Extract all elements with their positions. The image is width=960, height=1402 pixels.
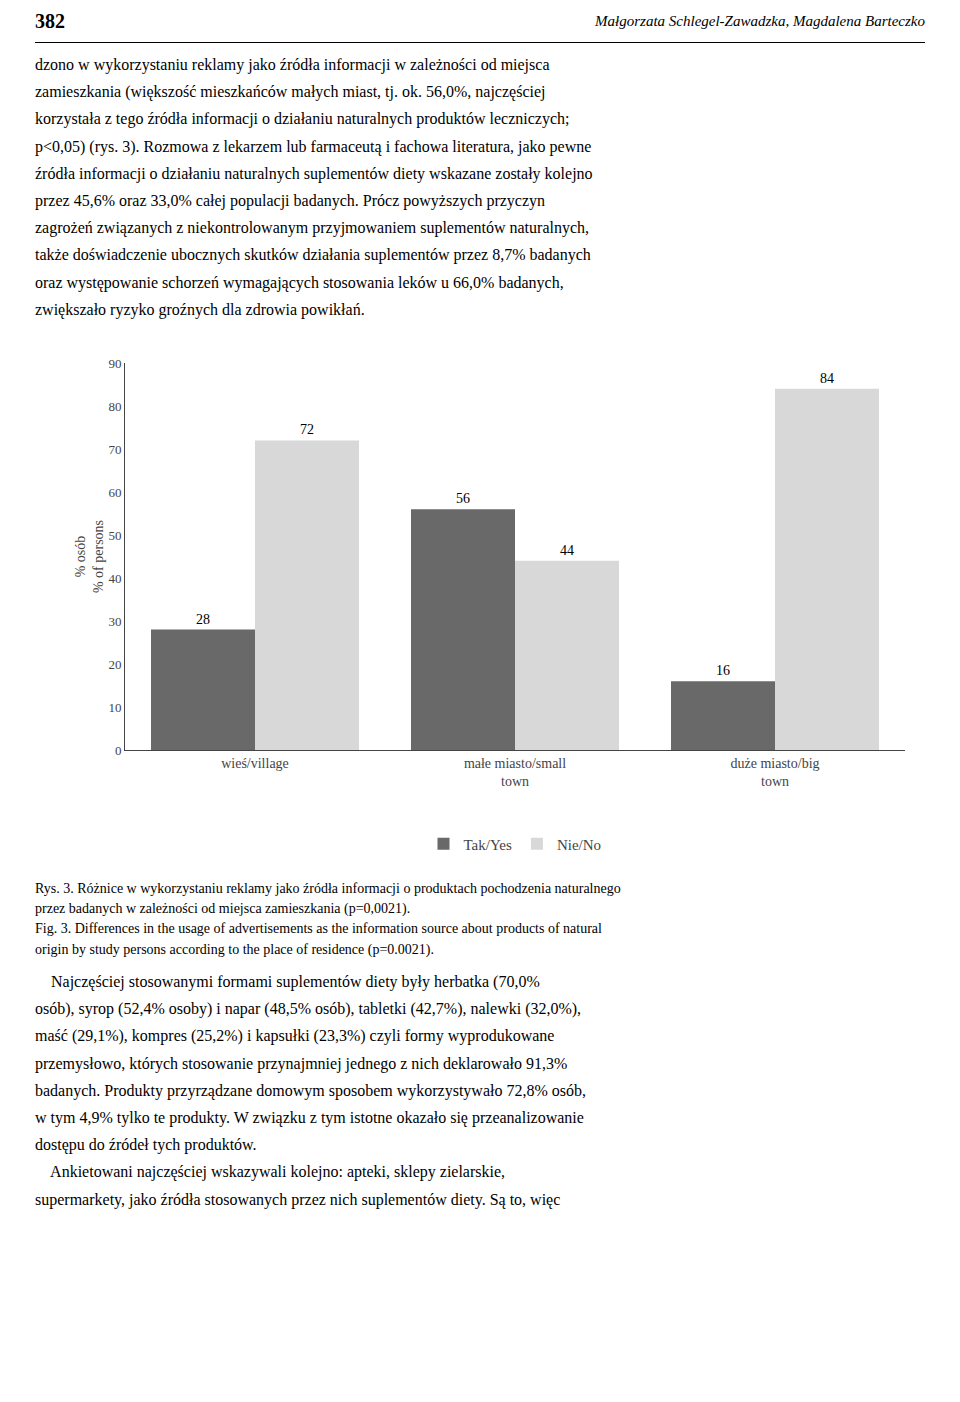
svg-text:10: 10 xyxy=(108,699,121,714)
svg-text:duże miasto/bigtown: duże miasto/bigtown xyxy=(730,756,819,789)
svg-text:0: 0 xyxy=(115,742,122,757)
svg-text:% osób% of persons: % osób% of persons xyxy=(73,520,106,593)
html-text:Najczęściej stosowanymi formam: Najczęściej stosowanymi formami suplemen… xyxy=(35,973,586,1208)
svg-text:30: 30 xyxy=(108,613,121,628)
svg-text:wieś/village: wieś/village xyxy=(221,756,289,771)
svg-text:16: 16 xyxy=(716,663,730,678)
svg-text:44: 44 xyxy=(560,543,574,558)
svg-text:60: 60 xyxy=(108,484,121,499)
svg-text:80: 80 xyxy=(108,398,121,413)
svg-text:72: 72 xyxy=(300,422,314,437)
html-text:dzono w wykorzystaniu reklamy: dzono w wykorzystaniu reklamy jako źródł… xyxy=(35,56,593,318)
svg-text:50: 50 xyxy=(108,527,121,542)
svg-text:małe miasto/smalltown: małe miasto/smalltown xyxy=(464,756,566,789)
svg-text:28: 28 xyxy=(196,611,210,626)
html-text:Małgorzata Schlegel-Zawadzka,: Małgorzata Schlegel-Zawadzka, Magdalena … xyxy=(595,12,925,29)
svg-text:70: 70 xyxy=(108,441,121,456)
svg-text:84: 84 xyxy=(820,371,834,386)
svg-text:Tak/Yes: Tak/Yes xyxy=(464,836,512,852)
svg-text:90: 90 xyxy=(108,355,121,370)
html-text:382: 382 xyxy=(35,9,65,32)
html-text:Rys. 3. Różnice w wykorzystani: Rys. 3. Różnice w wykorzystaniu reklamy … xyxy=(35,880,621,957)
svg-text:Nie/No: Nie/No xyxy=(557,836,601,852)
svg-text:56: 56 xyxy=(456,491,470,506)
svg-text:40: 40 xyxy=(108,570,121,585)
svg-text:20: 20 xyxy=(108,656,121,671)
